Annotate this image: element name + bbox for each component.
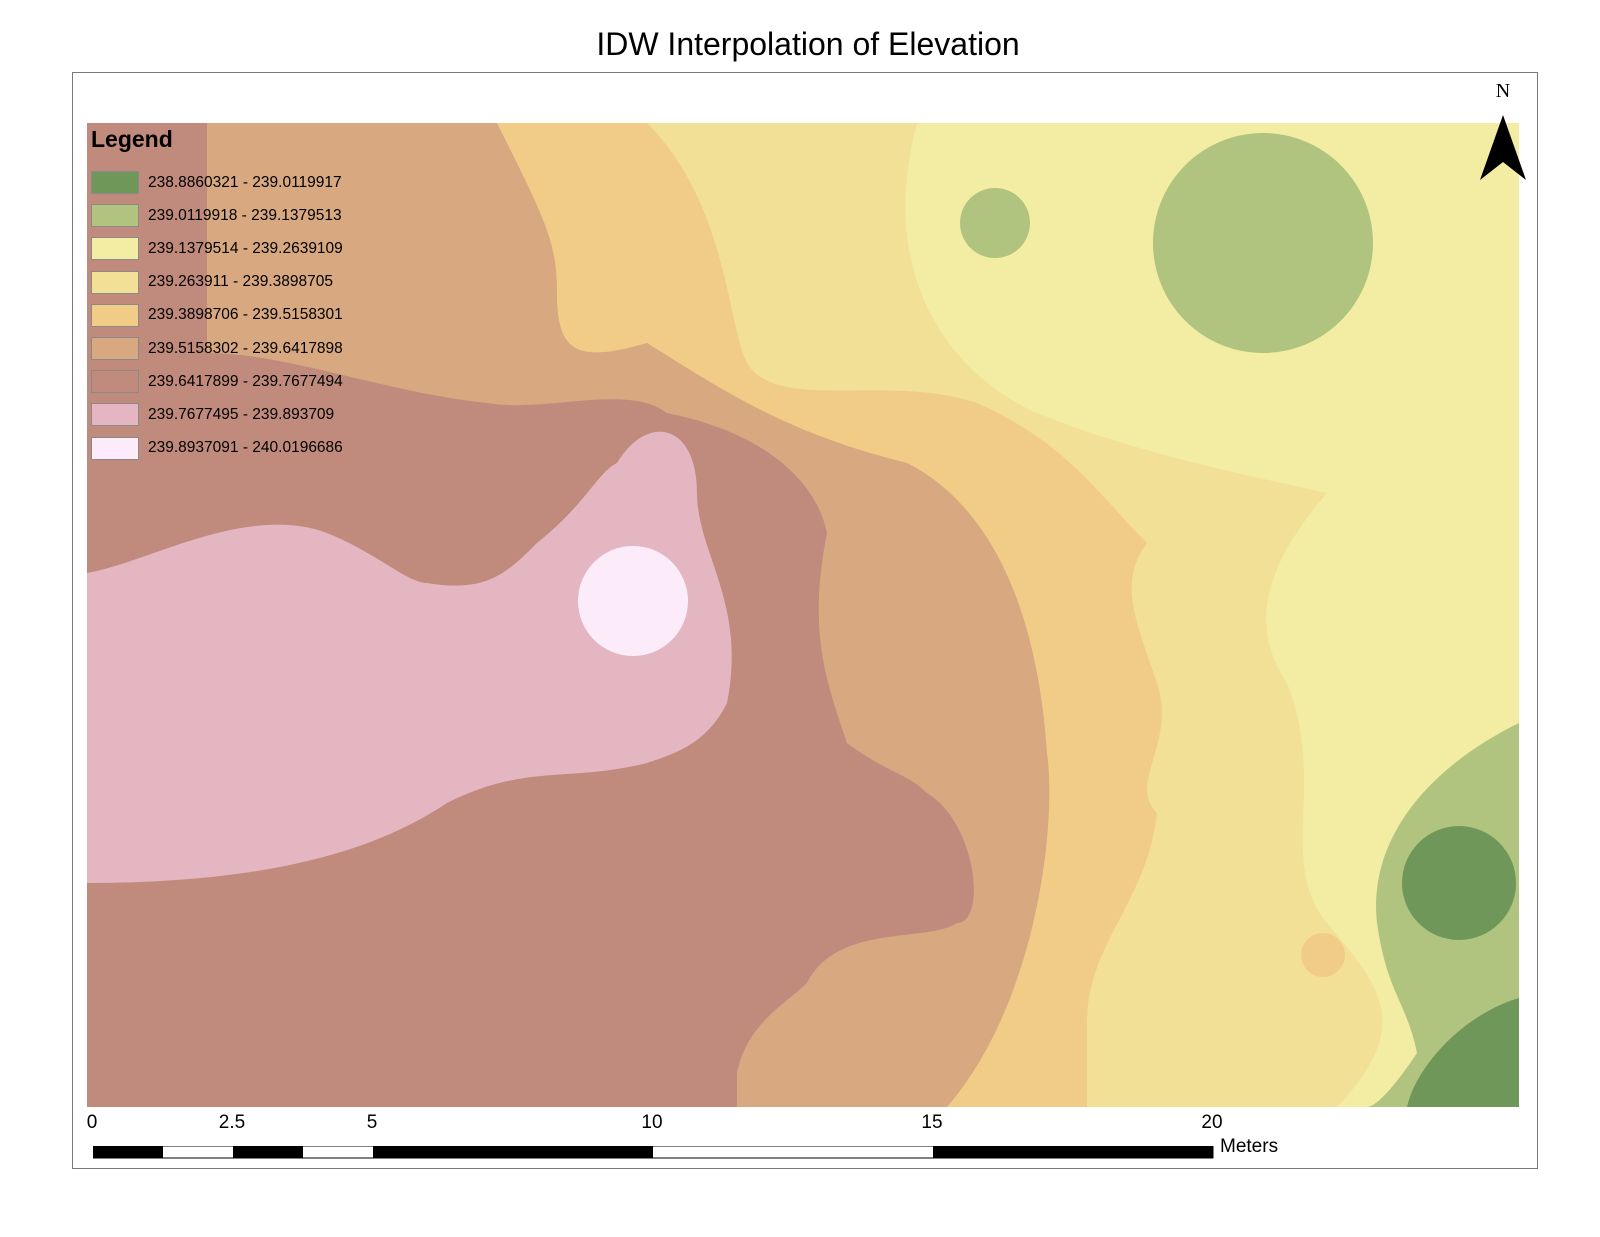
- legend-swatch: [91, 436, 139, 460]
- elevation-map[interactable]: [87, 123, 1519, 1107]
- legend-swatch: [91, 237, 139, 261]
- zone-239-012-239-137: [960, 188, 1030, 258]
- legend-label: 239.263911 - 239.3898705: [148, 273, 334, 291]
- scale-tick-label: 20: [1201, 1112, 1223, 1133]
- legend-label: 239.3898706 - 239.5158301: [148, 306, 343, 324]
- scale-tick-label: 0: [86, 1112, 98, 1133]
- scale-tick-label: 10: [641, 1112, 663, 1133]
- map-legend: Legend 238.8860321 - 239.0119917 239.0119…: [91, 126, 343, 465]
- legend-label: 238.8860321 - 239.0119917: [148, 173, 342, 191]
- legend-swatch: [91, 204, 139, 228]
- legend-title: Legend: [91, 126, 173, 152]
- scale-bar-graphic: [93, 1146, 1214, 1159]
- zone-238-886-239-012: [1407, 998, 1519, 1107]
- zone-239-012-239-137: [1153, 133, 1373, 353]
- north-arrow: N: [1478, 80, 1528, 186]
- scale-tick-label: 5: [366, 1112, 378, 1133]
- legend-swatch: [91, 337, 139, 361]
- north-arrow-icon: [1480, 115, 1526, 180]
- legend-item: 238.8860321 - 239.0119917: [91, 166, 343, 199]
- scale-bar: 0 2.5 5 10 15 20 Meters: [80, 1112, 1380, 1172]
- zone-238-886-239-012: [1402, 826, 1516, 940]
- legend-item: 239.7677495 - 239.893709: [91, 398, 343, 431]
- zone-239-893-240-019: [578, 546, 688, 656]
- legend-label: 239.0119918 - 239.1379513: [148, 206, 342, 224]
- scale-tick-label: 15: [921, 1112, 943, 1133]
- legend-swatch: [91, 403, 139, 427]
- legend-item: 239.8937091 - 240.0196686: [91, 432, 343, 465]
- legend-label: 239.1379514 - 239.2639109: [148, 239, 343, 257]
- legend-swatch: [91, 370, 139, 394]
- legend-label: 239.7677495 - 239.893709: [148, 405, 335, 423]
- legend-item: 239.0119918 - 239.1379513: [91, 199, 343, 232]
- legend-swatch: [91, 303, 139, 327]
- legend-item: 239.263911 - 239.3898705: [91, 266, 343, 299]
- legend-item: 239.6417899 - 239.7677494: [91, 365, 343, 398]
- zone-239-389-239-515: [1301, 933, 1345, 977]
- scale-units: Meters: [1220, 1136, 1279, 1157]
- legend-swatch: [91, 270, 139, 294]
- legend-swatch: [91, 171, 139, 195]
- legend-label: 239.5158302 - 239.6417898: [148, 339, 343, 357]
- legend-label: 239.6417899 - 239.7677494: [148, 372, 343, 390]
- map-frame: [72, 72, 1538, 1169]
- map-title: IDW Interpolation of Elevation: [596, 26, 1020, 62]
- legend-item: 239.3898706 - 239.5158301: [91, 299, 343, 332]
- north-label: N: [1495, 80, 1511, 102]
- legend-label: 239.8937091 - 240.0196686: [148, 439, 343, 457]
- legend-item: 239.5158302 - 239.6417898: [91, 332, 343, 365]
- scale-tick-label: 2.5: [218, 1112, 246, 1133]
- legend-item: 239.1379514 - 239.2639109: [91, 232, 343, 265]
- zone-239-767-239-893: [87, 431, 732, 883]
